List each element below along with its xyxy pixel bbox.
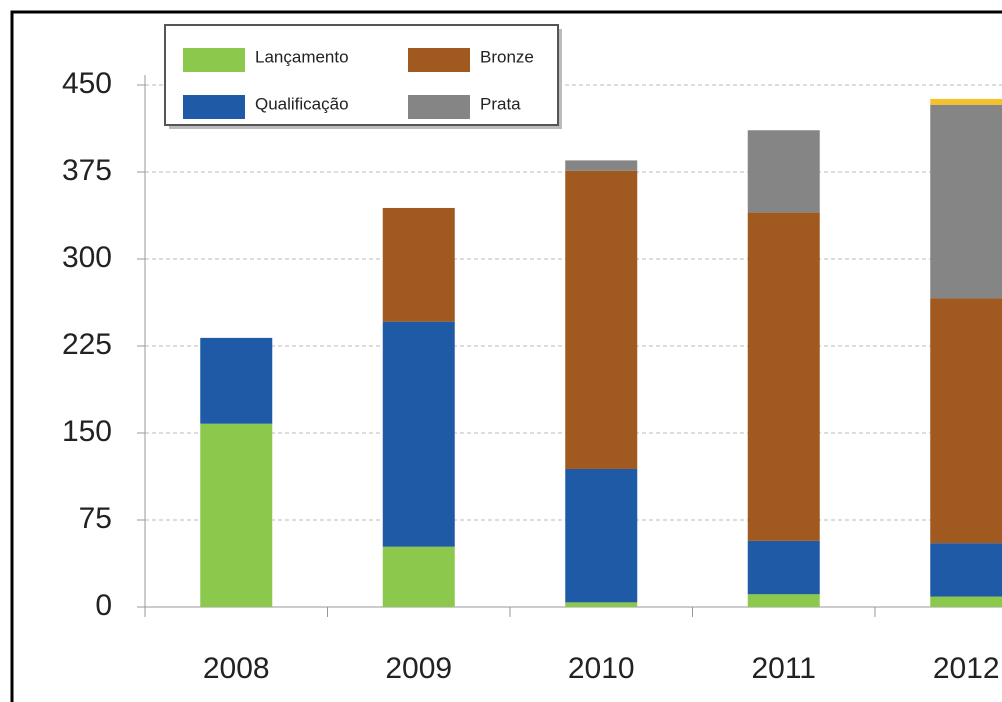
legend-swatch xyxy=(408,95,470,119)
bar-segment xyxy=(930,596,1002,607)
legend-label: Lançamento xyxy=(255,47,349,66)
bar-segment xyxy=(200,337,273,424)
x-tick-label: 2008 xyxy=(203,652,270,685)
bar-segment xyxy=(930,104,1002,299)
bar-segment xyxy=(565,602,638,607)
legend-swatch xyxy=(408,48,470,72)
legend-swatch xyxy=(183,48,245,72)
bar-segment xyxy=(382,321,455,547)
y-tick-label: 0 xyxy=(95,589,112,622)
y-tick-label: 150 xyxy=(62,415,112,448)
x-tick-label: 2011 xyxy=(751,652,816,685)
bar-segment xyxy=(200,423,273,607)
x-tick-label: 2010 xyxy=(568,652,635,685)
bar-segment xyxy=(747,594,820,607)
bar-segment xyxy=(747,212,820,541)
bar-segment xyxy=(747,130,820,213)
x-tick-label: 2009 xyxy=(385,652,452,685)
bar-segment xyxy=(747,540,820,595)
y-tick-label: 75 xyxy=(79,502,112,535)
bar-segment xyxy=(382,207,455,322)
frame xyxy=(10,10,1002,702)
bar-segment xyxy=(930,298,1002,544)
legend-label: Bronze xyxy=(480,47,534,66)
bar-segment xyxy=(565,160,638,171)
legend-label: Prata xyxy=(480,94,521,113)
y-tick-label: 450 xyxy=(62,67,112,100)
legend-label: Qualificação xyxy=(255,94,349,113)
bar-segment xyxy=(930,98,1002,105)
bar-segment xyxy=(565,468,638,603)
legend-swatch xyxy=(183,95,245,119)
bar-segment xyxy=(930,543,1002,597)
y-tick-label: 225 xyxy=(62,328,112,361)
bar-segment xyxy=(565,170,638,469)
y-tick-label: 375 xyxy=(62,154,112,187)
x-tick-label: 2012 xyxy=(933,652,1000,685)
bar-segment xyxy=(382,546,455,607)
y-tick-label: 300 xyxy=(62,241,112,274)
